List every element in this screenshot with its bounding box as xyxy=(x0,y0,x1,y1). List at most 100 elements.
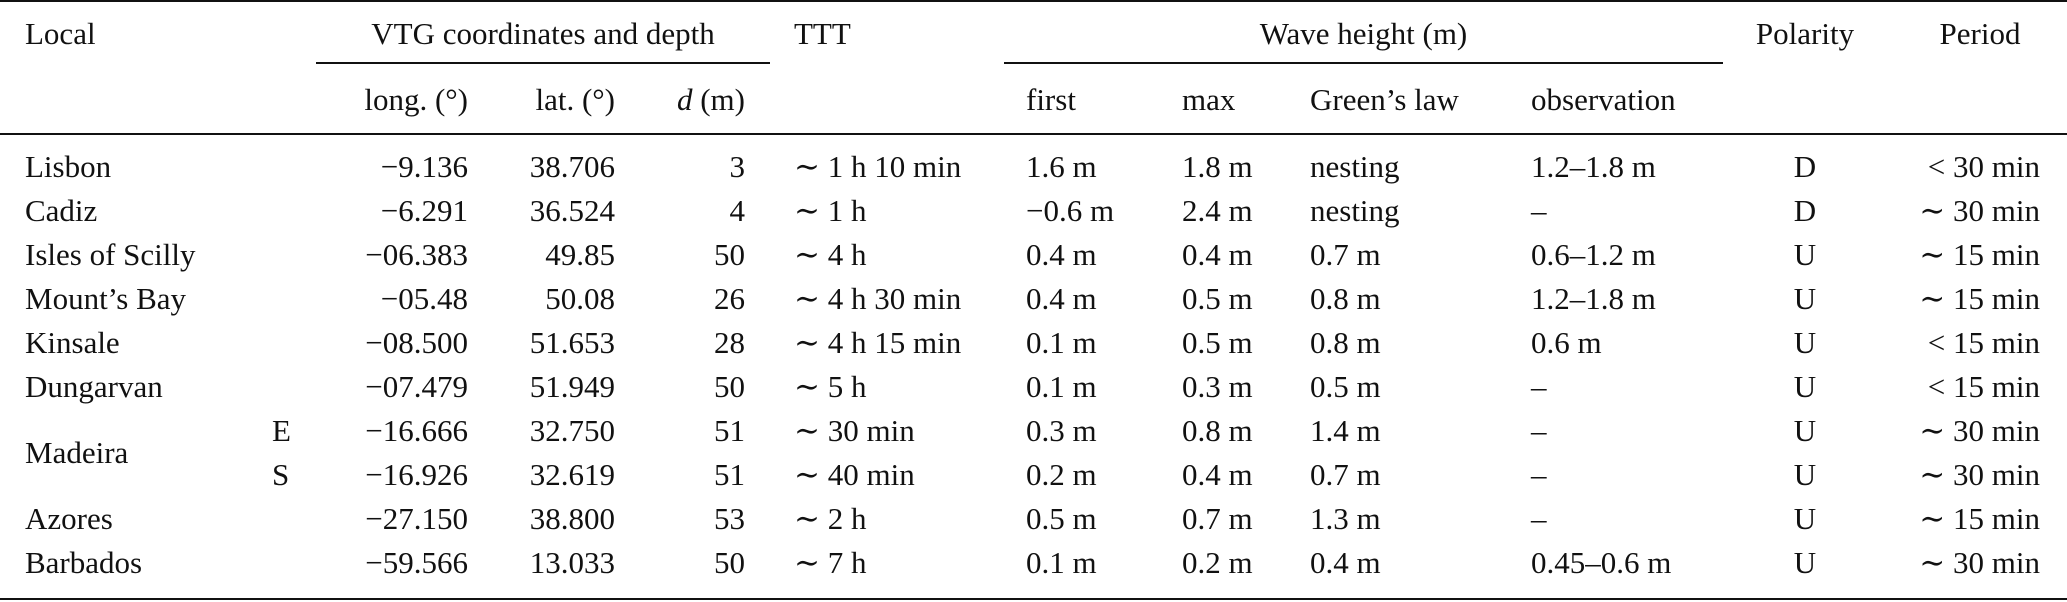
cell-first: 0.1 m xyxy=(1026,545,1097,580)
cell-greens-law: 0.7 m xyxy=(1310,237,1381,272)
header-greens-law: Green’s law xyxy=(1310,82,1459,117)
cell-depth: 50 xyxy=(714,237,745,272)
cell-observation: 1.2–1.8 m xyxy=(1531,149,1656,184)
header-local: Local xyxy=(25,16,96,51)
cell-depth: 4 xyxy=(729,193,746,228)
cell-long: −16.926 xyxy=(365,457,468,492)
header-first: first xyxy=(1026,82,1076,117)
cell-observation: – xyxy=(1531,457,1547,492)
cell-max: 0.7 m xyxy=(1182,501,1253,536)
cell-local: Mount’s Bay xyxy=(25,281,187,316)
cell-lat: 38.706 xyxy=(529,149,615,184)
cell-first: 0.4 m xyxy=(1026,281,1097,316)
cell-period: ∼ 30 min xyxy=(1919,457,2040,492)
cell-depth: 50 xyxy=(714,369,745,404)
cell-period: ∼ 15 min xyxy=(1919,237,2040,272)
cell-observation: – xyxy=(1531,413,1547,448)
cell-observation: 0.6 m xyxy=(1531,325,1602,360)
cell-depth: 26 xyxy=(714,281,745,316)
cell-lat: 49.85 xyxy=(545,237,615,272)
cell-first: 0.4 m xyxy=(1026,237,1097,272)
wave-group-rule xyxy=(1004,62,1723,64)
cell-greens-law: 0.7 m xyxy=(1310,457,1381,492)
cell-max: 0.5 m xyxy=(1182,325,1253,360)
cell-polarity: U xyxy=(1793,457,1817,492)
cell-sub: E xyxy=(272,413,291,448)
cell-local: Isles of Scilly xyxy=(25,237,196,272)
cell-long: −08.500 xyxy=(365,325,468,360)
cell-observation: – xyxy=(1531,501,1547,536)
cell-ttt: ∼ 4 h 15 min xyxy=(794,325,962,360)
cell-greens-law: 1.4 m xyxy=(1310,413,1381,448)
header-ttt: TTT xyxy=(794,16,851,51)
cell-greens-law: nesting xyxy=(1310,149,1400,184)
cell-polarity: D xyxy=(1793,149,1817,184)
cell-ttt: ∼ 40 min xyxy=(794,457,915,492)
top-rule xyxy=(0,0,2067,2)
cell-ttt: ∼ 1 h 10 min xyxy=(794,149,962,184)
cell-period: ∼ 30 min xyxy=(1919,413,2040,448)
cell-polarity: U xyxy=(1793,501,1817,536)
cell-greens-law: 0.5 m xyxy=(1310,369,1381,404)
cell-ttt: ∼ 4 h xyxy=(794,237,867,272)
header-polarity: Polarity xyxy=(1755,16,1855,51)
header-depth-unit: (m) xyxy=(692,82,745,117)
header-observation: observation xyxy=(1531,82,1676,117)
cell-long: −27.150 xyxy=(365,501,468,536)
cell-first: 0.2 m xyxy=(1026,457,1097,492)
cell-long: −16.666 xyxy=(365,413,468,448)
cell-long: −06.383 xyxy=(365,237,468,272)
cell-polarity: U xyxy=(1793,369,1817,404)
cell-depth: 28 xyxy=(714,325,745,360)
header-long: long. (°) xyxy=(364,82,468,117)
cell-max: 0.3 m xyxy=(1182,369,1253,404)
cell-polarity: D xyxy=(1793,193,1817,228)
cell-greens-law: 0.4 m xyxy=(1310,545,1381,580)
cell-max: 0.2 m xyxy=(1182,545,1253,580)
cell-period: ∼ 15 min xyxy=(1919,501,2040,536)
cell-period: < 15 min xyxy=(1927,325,2040,360)
header-bottom-rule xyxy=(0,133,2067,135)
cell-depth: 51 xyxy=(714,413,745,448)
cell-depth: 53 xyxy=(714,501,745,536)
cell-greens-law: nesting xyxy=(1310,193,1400,228)
cell-local: Barbados xyxy=(25,545,143,580)
cell-depth: 3 xyxy=(729,149,746,184)
cell-long: −05.48 xyxy=(380,281,468,316)
cell-lat: 38.800 xyxy=(529,501,615,536)
cell-first: 0.3 m xyxy=(1026,413,1097,448)
cell-period: ∼ 30 min xyxy=(1919,545,2040,580)
bottom-rule xyxy=(0,598,2067,600)
cell-max: 0.4 m xyxy=(1182,237,1253,272)
cell-period: ∼ 15 min xyxy=(1919,281,2040,316)
cell-observation: 1.2–1.8 m xyxy=(1531,281,1656,316)
cell-first: −0.6 m xyxy=(1026,193,1115,228)
cell-greens-law: 0.8 m xyxy=(1310,325,1381,360)
cell-polarity: U xyxy=(1793,325,1817,360)
cell-local: Azores xyxy=(25,501,113,536)
cell-ttt: ∼ 4 h 30 min xyxy=(794,281,962,316)
cell-ttt: ∼ 2 h xyxy=(794,501,867,536)
header-vtg-group: VTG coordinates and depth xyxy=(371,16,715,51)
cell-depth: 51 xyxy=(714,457,745,492)
cell-ttt: ∼ 7 h xyxy=(794,545,867,580)
cell-max: 0.5 m xyxy=(1182,281,1253,316)
cell-lat: 32.619 xyxy=(529,457,615,492)
row-local-madeira: Madeira xyxy=(25,435,129,470)
cell-sub: S xyxy=(272,457,290,492)
cell-max: 2.4 m xyxy=(1182,193,1253,228)
cell-ttt: ∼ 1 h xyxy=(794,193,867,228)
cell-polarity: U xyxy=(1793,413,1817,448)
cell-polarity: U xyxy=(1793,545,1817,580)
cell-max: 0.8 m xyxy=(1182,413,1253,448)
cell-lat: 51.653 xyxy=(529,325,615,360)
cell-observation: 0.45–0.6 m xyxy=(1531,545,1672,580)
cell-observation: – xyxy=(1531,193,1547,228)
cell-long: −07.479 xyxy=(365,369,468,404)
cell-period: < 15 min xyxy=(1927,369,2040,404)
cell-local: Kinsale xyxy=(25,325,120,360)
cell-max: 1.8 m xyxy=(1182,149,1253,184)
cell-observation: – xyxy=(1531,369,1547,404)
cell-lat: 50.08 xyxy=(545,281,615,316)
cell-depth: 50 xyxy=(714,545,745,580)
